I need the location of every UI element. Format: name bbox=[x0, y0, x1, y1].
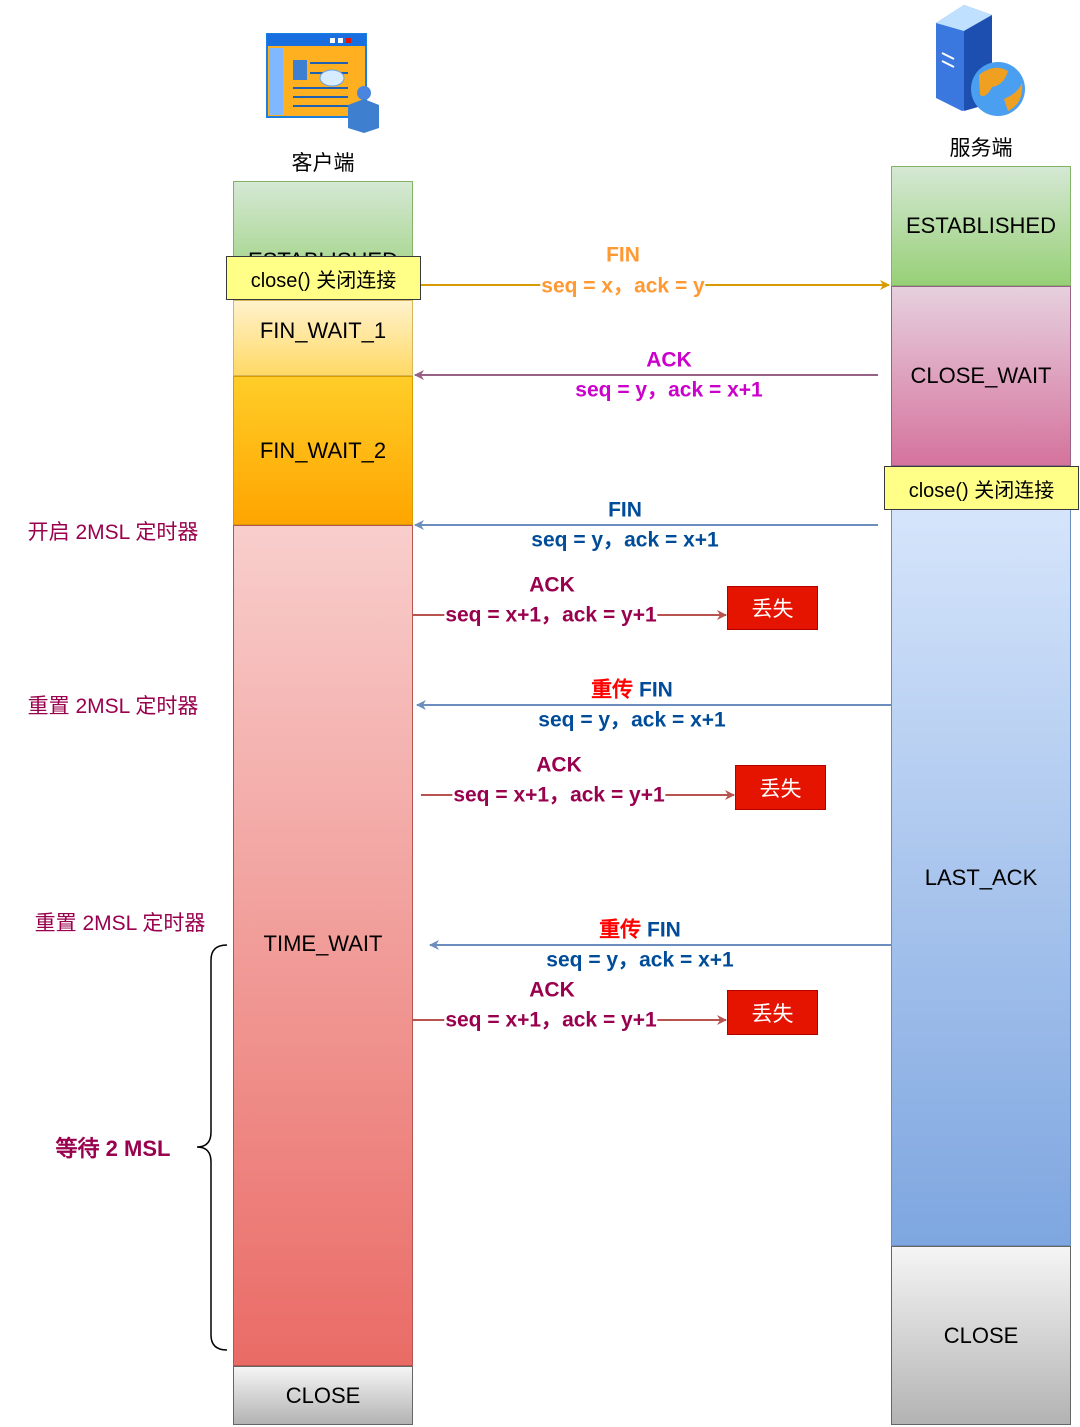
msg-2-title: ACK bbox=[645, 348, 693, 372]
state-label: CLOSE_WAIT bbox=[910, 363, 1052, 388]
server-state-established: ESTABLISHED bbox=[891, 166, 1071, 286]
msg-6-detail: seq = x+1，ack = y+1 bbox=[452, 783, 666, 807]
state-label: FIN_WAIT_2 bbox=[259, 437, 387, 463]
msg-2-detail: seq = y，ack = x+1 bbox=[574, 378, 764, 402]
msg-6-title: ACK bbox=[535, 753, 583, 777]
msg-3-title: FIN bbox=[607, 498, 643, 522]
msg-3-detail: seq = y，ack = x+1 bbox=[530, 528, 720, 552]
state-label: CLOSE bbox=[943, 1322, 1019, 1348]
client-close-call: close() 关闭连接 bbox=[226, 256, 421, 300]
msg-5-title: 重传 FIN bbox=[590, 678, 674, 702]
lost-badge: 丢失 bbox=[727, 990, 818, 1035]
lost-badge: 丢失 bbox=[727, 586, 818, 630]
client-browser-user-icon bbox=[266, 33, 381, 133]
msg-4-detail: seq = x+1，ack = y+1 bbox=[444, 603, 658, 627]
msg-1-title: FIN bbox=[605, 243, 641, 267]
lost-badge: 丢失 bbox=[735, 765, 826, 810]
client-state-time-wait: TIME_WAIT bbox=[233, 525, 413, 1366]
brace bbox=[196, 944, 228, 1351]
msg-title-text: FIN bbox=[639, 678, 673, 702]
retransmit-prefix: 重传 bbox=[591, 678, 634, 702]
reset-timer-label-1: 重置 2MSL 定时器 bbox=[27, 695, 199, 718]
server-state-close-wait: CLOSE_WAIT bbox=[891, 286, 1071, 466]
msg-4-title: ACK bbox=[528, 573, 576, 597]
msg-1-detail: seq = x，ack = y bbox=[540, 274, 706, 298]
msg-7-title: 重传 FIN bbox=[598, 918, 682, 942]
retransmit-prefix: 重传 bbox=[599, 918, 642, 942]
msg-8-detail: seq = x+1，ack = y+1 bbox=[444, 1008, 658, 1032]
msg-title-text: FIN bbox=[647, 918, 681, 942]
state-label: LAST_ACK bbox=[924, 865, 1038, 890]
msg-8-title: ACK bbox=[528, 978, 576, 1002]
state-label: CLOSE bbox=[285, 1382, 361, 1408]
server-state-last-ack: LAST_ACK bbox=[891, 466, 1071, 1246]
state-label: ESTABLISHED bbox=[906, 213, 1056, 238]
msg-5-detail: seq = y，ack = x+1 bbox=[537, 708, 727, 732]
state-label: FIN_WAIT_1 bbox=[259, 318, 387, 343]
wait-2msl-label: 等待 2 MSL bbox=[55, 1136, 171, 1161]
client-state-fin-wait-1: FIN_WAIT_1 bbox=[233, 300, 413, 376]
server-title: 服务端 bbox=[949, 137, 1013, 160]
server-close-call: close() 关闭连接 bbox=[884, 466, 1079, 510]
reset-timer-label-2: 重置 2MSL 定时器 bbox=[34, 912, 206, 935]
server-state-close: CLOSE bbox=[891, 1246, 1071, 1425]
client-state-close: CLOSE bbox=[233, 1366, 413, 1425]
start-timer-label: 开启 2MSL 定时器 bbox=[27, 521, 199, 544]
state-label: TIME_WAIT bbox=[263, 931, 383, 956]
server-globe-icon bbox=[934, 3, 1029, 118]
msg-7-detail: seq = y，ack = x+1 bbox=[545, 948, 735, 972]
client-title: 客户端 bbox=[291, 152, 355, 175]
client-state-fin-wait-2: FIN_WAIT_2 bbox=[233, 376, 413, 525]
